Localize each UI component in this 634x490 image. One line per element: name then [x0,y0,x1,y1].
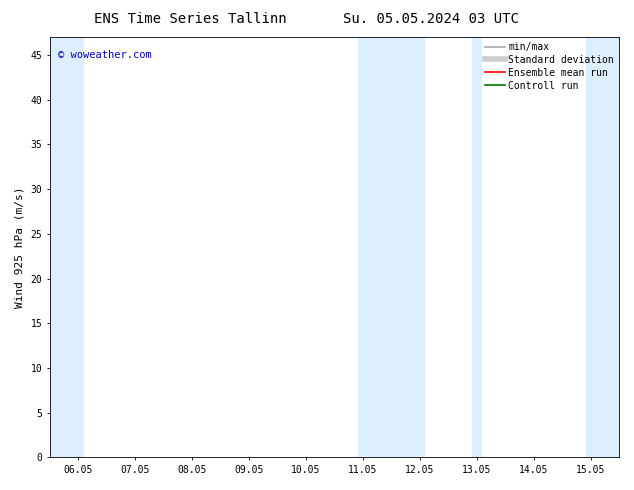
Text: ENS Time Series Tallinn: ENS Time Series Tallinn [94,12,287,26]
Bar [472,37,481,457]
Bar [391,37,424,457]
Legend: min/max, Standard deviation, Ensemble mean run, Controll run: min/max, Standard deviation, Ensemble me… [485,42,614,91]
Bar [586,37,619,457]
Text: Su. 05.05.2024 03 UTC: Su. 05.05.2024 03 UTC [343,12,519,26]
Y-axis label: Wind 925 hPa (m/s): Wind 925 hPa (m/s) [15,187,25,308]
Bar [358,37,391,457]
Bar [50,37,83,457]
Text: © woweather.com: © woweather.com [58,49,152,60]
